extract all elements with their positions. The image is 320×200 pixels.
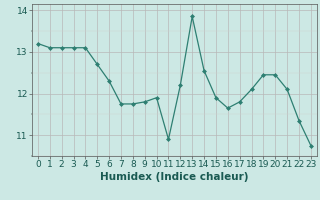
X-axis label: Humidex (Indice chaleur): Humidex (Indice chaleur) [100, 172, 249, 182]
